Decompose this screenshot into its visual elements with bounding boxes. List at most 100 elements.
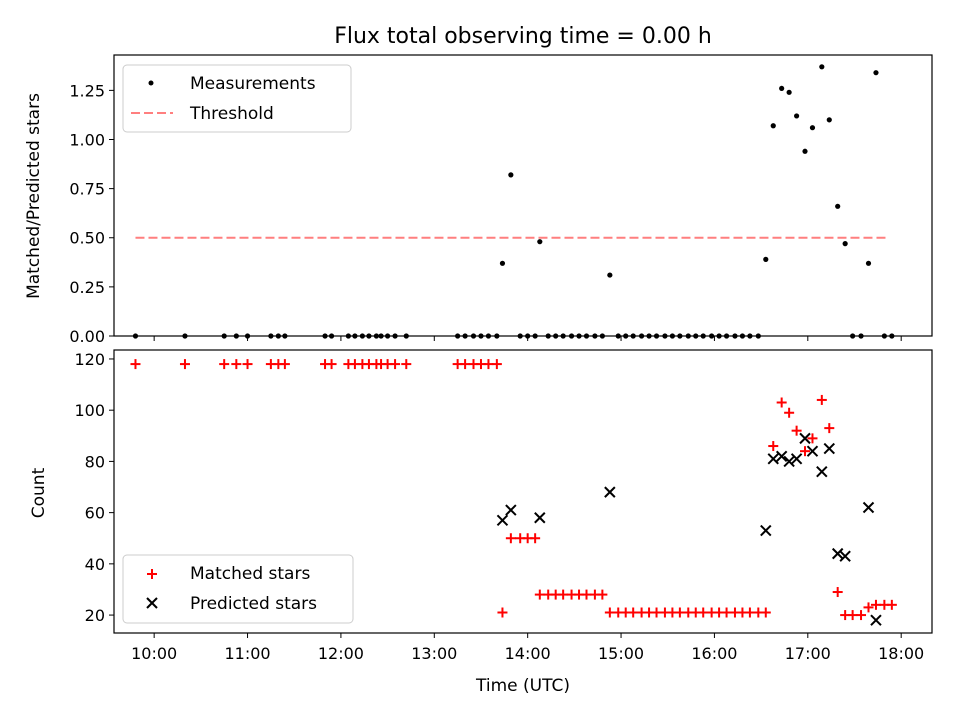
measurement-point <box>794 113 800 119</box>
measurement-point <box>560 333 566 339</box>
matched-star-point <box>628 607 639 618</box>
measurement-point <box>709 333 715 339</box>
matched-star-point <box>390 359 401 370</box>
matched-star-point <box>534 589 545 600</box>
measurement-point <box>517 333 523 339</box>
measurement-point <box>638 333 645 339</box>
matched-star-point <box>491 359 502 370</box>
x-tick-label: 10:00 <box>131 644 177 663</box>
matched-star-point <box>847 610 858 621</box>
measurement-point <box>385 333 391 339</box>
measurement-point <box>653 333 660 339</box>
measurement-point <box>646 333 652 339</box>
measurement-point <box>623 333 629 339</box>
bottom-y-tick-label: 100 <box>74 401 105 420</box>
predicted-star-point <box>839 550 851 562</box>
measurement-point <box>677 333 683 339</box>
measurement-point <box>802 148 808 154</box>
x-tick-label: 17:00 <box>785 644 831 663</box>
top-axes-frame <box>113 54 933 337</box>
legend-threshold-label: Threshold <box>189 104 274 124</box>
measurement-point <box>662 333 668 339</box>
matched-star-point <box>856 610 867 621</box>
measurement-point <box>747 333 753 339</box>
x-tick-label: 13:00 <box>411 644 457 663</box>
matched-star-point <box>760 607 771 618</box>
predicted-star-point <box>604 486 616 498</box>
x-axis-label: Time (UTC) <box>475 676 570 696</box>
measurement-point <box>532 333 538 339</box>
matched-star-point <box>816 394 827 405</box>
chart-title: Flux total observing time = 0.00 h <box>334 24 712 49</box>
measurement-point <box>403 333 409 339</box>
top-y-tick-label: 0.25 <box>69 278 105 297</box>
measurement-point <box>732 333 738 339</box>
x-tick-label: 14:00 <box>505 644 551 663</box>
measurement-point <box>819 64 825 70</box>
measurement-point <box>568 333 575 339</box>
measurement-point <box>359 333 365 339</box>
bottom-x-ticks: 10:00 11:00 12:00 13:00 14:00 15:00 16:00 17:00… <box>131 633 924 663</box>
legend-measurements-label: Measurements <box>190 74 316 94</box>
measurement-point <box>455 333 461 339</box>
matched-star-point <box>768 441 779 452</box>
bottom-y-axis-label: Count <box>29 467 49 518</box>
measurement-point <box>485 333 492 339</box>
measurement-point <box>865 260 872 266</box>
measurement-point <box>716 333 722 339</box>
top-y-tick-label: 0.00 <box>69 327 105 346</box>
top-y-tick-label: 0.75 <box>69 180 105 199</box>
legend-matched-label: Matched stars <box>190 564 310 584</box>
measurement-point <box>462 333 468 339</box>
matched-star-point <box>326 359 337 370</box>
bottom-y-tick-label: 20 <box>85 606 105 625</box>
predicted-star-point <box>862 501 875 514</box>
matched-star-point <box>800 446 811 457</box>
matched-star-point <box>179 359 190 370</box>
predicted-star-point <box>767 453 779 465</box>
predicted-star-point <box>816 465 828 478</box>
measurement-point <box>322 333 328 339</box>
matched-star-point <box>863 602 874 613</box>
measurement-point <box>244 333 251 339</box>
measurement-point <box>352 333 358 339</box>
measurement-point <box>607 272 613 278</box>
measurement-point <box>755 333 761 339</box>
top-y-tick-label: 1.25 <box>69 81 105 100</box>
legend-predicted-label: Predicted stars <box>190 594 317 614</box>
matched-stars-points <box>130 359 897 621</box>
measurement-point <box>881 333 887 339</box>
measurement-point <box>826 117 832 123</box>
x-tick-label: 11:00 <box>224 644 270 663</box>
measurement-point <box>770 123 776 129</box>
measurement-point <box>525 333 531 339</box>
matched-star-point <box>886 599 897 610</box>
measurement-point <box>545 333 551 339</box>
bottom-y-ticks: 20 40 60 80 100 120 <box>74 350 114 625</box>
measurement-points <box>132 64 895 339</box>
measurement-point <box>268 333 274 339</box>
bottom-legend-box <box>122 554 354 624</box>
bottom-axes-frame <box>113 349 933 634</box>
matched-star-point <box>460 359 471 370</box>
matched-star-point <box>597 589 608 600</box>
measurement-point <box>366 333 372 339</box>
x-tick-label: 18:00 <box>878 644 924 663</box>
measurement-point <box>182 333 188 339</box>
matched-star-point <box>721 607 732 618</box>
measurement-point <box>553 333 559 339</box>
measurement-point <box>873 70 879 76</box>
matched-star-point <box>832 587 843 598</box>
predicted-star-point <box>760 524 772 537</box>
predicted-star-point <box>831 547 844 560</box>
measurement-point <box>615 333 621 339</box>
matched-star-point <box>130 359 141 370</box>
measurement-point <box>842 241 848 247</box>
measurement-point <box>576 333 582 339</box>
top-y-axis-label: Matched/Predicted stars <box>24 93 44 299</box>
matched-star-point <box>279 359 290 370</box>
predicted-star-point <box>783 455 795 468</box>
top-y-tick-label: 0.50 <box>69 229 105 248</box>
matched-star-point <box>604 607 615 618</box>
measurement-point <box>282 333 288 339</box>
